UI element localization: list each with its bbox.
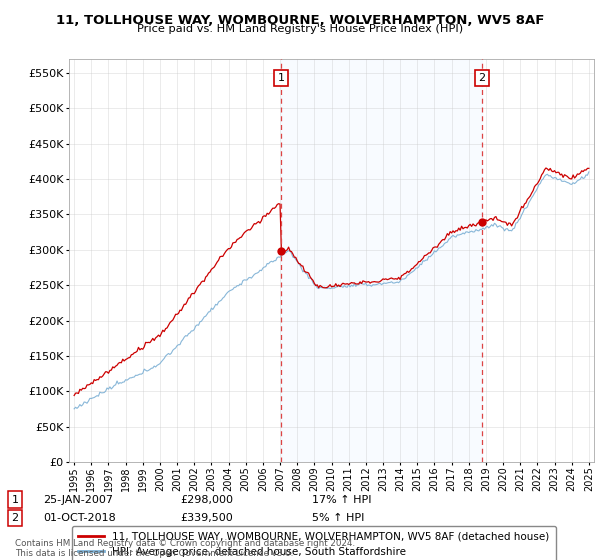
Text: 2: 2: [478, 73, 485, 83]
Text: 01-OCT-2018: 01-OCT-2018: [43, 513, 116, 523]
Text: 11, TOLLHOUSE WAY, WOMBOURNE, WOLVERHAMPTON, WV5 8AF: 11, TOLLHOUSE WAY, WOMBOURNE, WOLVERHAMP…: [56, 14, 544, 27]
Text: 25-JAN-2007: 25-JAN-2007: [43, 494, 113, 505]
Text: £339,500: £339,500: [180, 513, 233, 523]
Legend: 11, TOLLHOUSE WAY, WOMBOURNE, WOLVERHAMPTON, WV5 8AF (detached house), HPI: Aver: 11, TOLLHOUSE WAY, WOMBOURNE, WOLVERHAMP…: [71, 526, 556, 560]
Text: 1: 1: [11, 494, 19, 505]
Text: Price paid vs. HM Land Registry's House Price Index (HPI): Price paid vs. HM Land Registry's House …: [137, 24, 463, 34]
Text: 1: 1: [278, 73, 285, 83]
Text: 17% ↑ HPI: 17% ↑ HPI: [312, 494, 371, 505]
Text: £298,000: £298,000: [180, 494, 233, 505]
Text: 2: 2: [11, 513, 19, 523]
Text: Contains HM Land Registry data © Crown copyright and database right 2024.
This d: Contains HM Land Registry data © Crown c…: [15, 539, 355, 558]
Bar: [281, 59, 482, 462]
Text: 5% ↑ HPI: 5% ↑ HPI: [312, 513, 364, 523]
